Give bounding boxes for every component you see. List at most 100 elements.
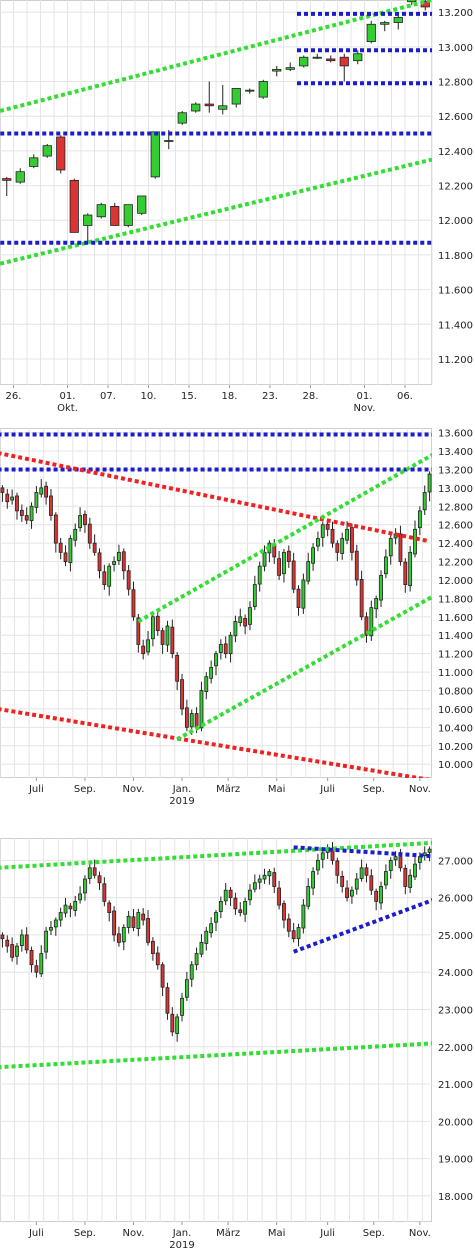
candle-up	[218, 105, 228, 110]
chart-panel-2-one-year-12k: 10.000 10.200 10.400 10.600 10.800 11.000 11.2…	[0, 428, 473, 807]
candle-up	[258, 81, 268, 98]
candle-down	[92, 542, 97, 553]
x-tick-label: Sep.	[74, 1228, 96, 1239]
y-tick-label: 11.400	[438, 320, 473, 331]
x-tick-label: 06.	[397, 391, 413, 402]
y-tick-label: 10.200	[438, 742, 473, 753]
y-tick-label: 12.200	[438, 182, 473, 193]
candle-down	[272, 872, 277, 887]
candle-up	[383, 871, 388, 886]
trend-lines	[0, 432, 432, 778]
candle-up	[199, 941, 204, 955]
candle-down	[277, 558, 282, 576]
y-tick-label: 12.800	[438, 502, 473, 513]
candle-up	[233, 621, 238, 637]
candle-up	[150, 616, 155, 640]
candle-up	[380, 22, 390, 25]
candle-down	[117, 933, 121, 943]
candle-down	[131, 589, 136, 618]
y-tick-label: 11.200	[438, 355, 473, 366]
candle-up	[316, 538, 320, 547]
candle-up	[340, 538, 345, 554]
candle-down	[291, 930, 296, 940]
candle-up	[44, 930, 49, 953]
plot-frame	[0, 428, 432, 778]
candle-up	[78, 893, 82, 901]
candle-down	[170, 626, 175, 655]
chart-panel-1-oct-nov: 11.200 11.400 11.600 11.800 12.000 12.200 12.4…	[0, 0, 473, 414]
candle-up	[257, 565, 262, 585]
candles	[0, 842, 432, 1042]
candle-up	[39, 487, 44, 495]
candle-up	[312, 56, 322, 59]
y-tick-label: 12.600	[438, 521, 473, 532]
candle-down	[277, 887, 282, 906]
x-tick-label: 01.	[60, 391, 76, 402]
green-trend-line	[176, 594, 432, 742]
trend-lines	[0, 0, 432, 266]
candle-up	[359, 867, 364, 879]
y-tick-label: 12.600	[438, 112, 473, 123]
candle-down	[286, 550, 291, 562]
candle-up	[19, 934, 24, 946]
x-tick-label: 23.	[262, 391, 278, 402]
x-tick-label: 07.	[100, 391, 116, 402]
y-tick-label: 26.000	[438, 894, 473, 905]
candle-up	[34, 492, 39, 508]
candle-up	[63, 904, 68, 914]
candle-down	[110, 205, 120, 226]
candle-down	[83, 513, 87, 526]
y-tick-label: 11.400	[438, 631, 473, 642]
candle-down	[296, 588, 301, 609]
candle-down	[282, 903, 286, 921]
x-tick-label: Sep.	[74, 784, 96, 795]
candle-down	[398, 856, 403, 869]
candle-down	[170, 1013, 175, 1033]
y-tick-label: 25.000	[438, 931, 473, 942]
candle-up	[15, 171, 25, 183]
candle-up	[39, 953, 44, 975]
candle-up	[73, 528, 78, 541]
x-tick-label: Nov.	[409, 784, 431, 795]
candle-up	[218, 644, 223, 653]
x-tick-label: Nov.	[123, 784, 145, 795]
candle-up	[126, 915, 131, 928]
y-tick-label: 12.000	[438, 216, 473, 227]
candle-up	[354, 878, 359, 890]
candle-up	[422, 852, 427, 856]
y-tick-label: 11.000	[438, 668, 473, 679]
y-tick-label: 12.400	[438, 539, 473, 550]
x-tick-label: März	[216, 1228, 240, 1239]
candle-up	[306, 561, 311, 582]
y-tick-label: 10.600	[438, 705, 473, 716]
candle-down	[403, 867, 408, 887]
candles	[2, 0, 430, 242]
candle-down	[112, 910, 116, 936]
candle-down	[326, 58, 336, 62]
candle-down	[180, 679, 184, 710]
x-tick-label: Juli	[28, 784, 44, 795]
candle-up	[301, 579, 306, 609]
candle-up	[262, 551, 267, 567]
candle-up	[388, 859, 393, 871]
candle-up	[199, 690, 204, 729]
green-trend-line	[0, 157, 432, 266]
candle-up	[146, 639, 150, 653]
candle-down	[58, 542, 63, 553]
candle-down	[354, 550, 359, 581]
x-tick-sublabel: Okt.	[57, 403, 78, 414]
candle-up	[408, 874, 413, 888]
green-trend-line	[0, 1041, 432, 1070]
y-tick-label: 21.000	[438, 1080, 473, 1091]
candle-down	[325, 523, 330, 530]
candle-up	[165, 625, 170, 646]
candle-down	[68, 905, 73, 910]
candle-up	[29, 157, 39, 167]
candle-up	[267, 871, 272, 877]
candle-up	[262, 874, 267, 880]
candle-down	[335, 543, 340, 553]
y-tick-label: 11.800	[438, 251, 473, 262]
candle-down	[97, 552, 102, 572]
y-tick-label: 12.200	[438, 558, 473, 569]
